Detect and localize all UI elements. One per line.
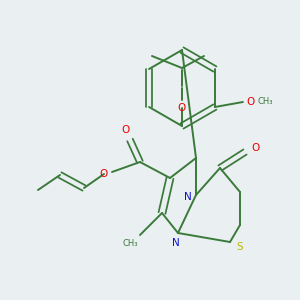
Text: O: O — [100, 169, 108, 179]
Text: N: N — [184, 192, 192, 202]
Text: O: O — [121, 125, 129, 135]
Text: O: O — [247, 97, 255, 107]
Text: N: N — [172, 238, 180, 248]
Text: O: O — [251, 143, 259, 153]
Text: CH₃: CH₃ — [122, 238, 138, 247]
Text: CH₃: CH₃ — [257, 98, 273, 106]
Text: S: S — [237, 242, 243, 252]
Text: O: O — [178, 103, 186, 113]
